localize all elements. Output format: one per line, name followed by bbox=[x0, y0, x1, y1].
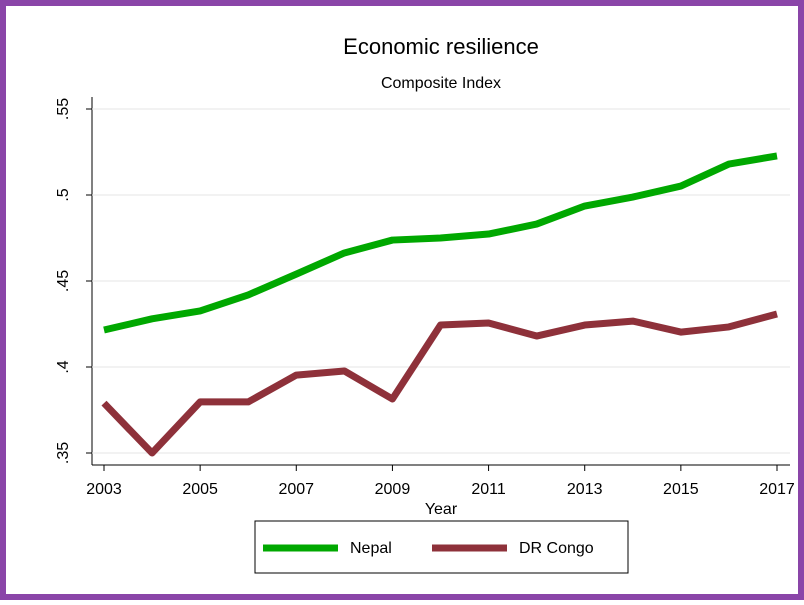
x-tick-label: 2017 bbox=[759, 481, 795, 498]
y-tick-label: .45 bbox=[55, 270, 72, 292]
x-tick-label: 2009 bbox=[375, 481, 411, 498]
x-axis-title: Year bbox=[425, 501, 458, 518]
x-tick-label: 2007 bbox=[278, 481, 314, 498]
y-tick-label: .5 bbox=[55, 188, 72, 201]
y-tick-label: .4 bbox=[55, 360, 72, 373]
legend-label: Nepal bbox=[350, 540, 392, 557]
series-line bbox=[101, 310, 778, 457]
x-tick-label: 2013 bbox=[567, 481, 603, 498]
y-tick-label: .35 bbox=[55, 442, 72, 464]
chart-title: Economic resilience bbox=[343, 34, 539, 59]
chart-subtitle: Composite Index bbox=[381, 75, 501, 92]
x-tick-label: 2003 bbox=[86, 481, 122, 498]
legend-label: DR Congo bbox=[519, 540, 594, 557]
y-tick-label: .55 bbox=[55, 98, 72, 120]
x-tick-label: 2011 bbox=[471, 481, 506, 498]
x-tick-label: 2005 bbox=[182, 481, 218, 498]
x-tick-label: 2015 bbox=[663, 481, 699, 498]
series-line bbox=[103, 152, 778, 334]
